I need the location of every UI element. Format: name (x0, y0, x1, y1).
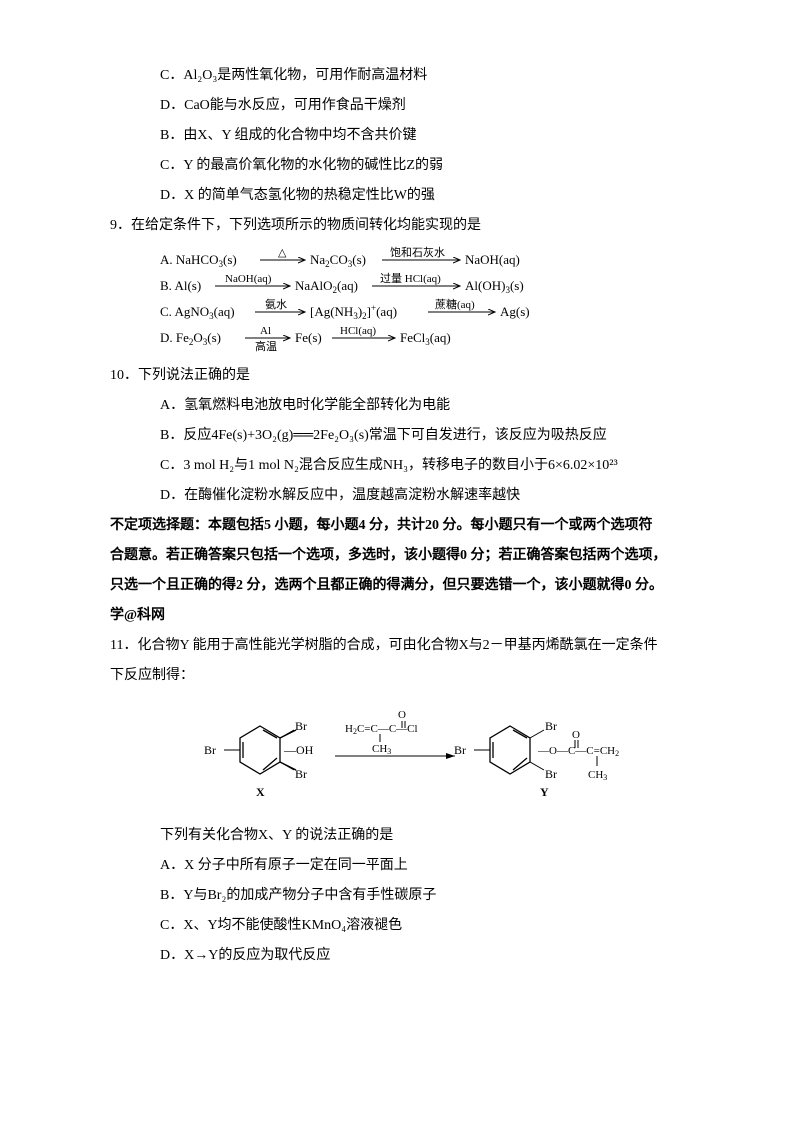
svg-text:Br: Br (545, 719, 557, 733)
svg-text:△: △ (278, 247, 287, 259)
option-d-2: D．X 的简单气态氢化物的热稳定性比W的强 (110, 182, 703, 210)
svg-text:NaOH(aq): NaOH(aq) (465, 252, 520, 267)
svg-text:Br: Br (545, 767, 557, 781)
instructions-4: 学@科网 (110, 602, 703, 630)
q11-b: B．Y与Br₂的加成产物分子中含有手性碳原子 (110, 882, 703, 910)
q11-a: A．X 分子中所有原子一定在同一平面上 (110, 852, 703, 880)
svg-text:氨水: 氨水 (265, 298, 287, 311)
svg-text:饱和石灰水: 饱和石灰水 (390, 246, 445, 259)
svg-text:NaAlO2(aq): NaAlO2(aq) (295, 278, 358, 295)
svg-text:FeCl3(aq): FeCl3(aq) (400, 330, 451, 347)
q9-stem: 9．在给定条件下，下列选项所示的物质间转化均能实现的是 (110, 212, 703, 240)
option-c-2: C．Y 的最高价氧化物的水化物的碱性比Z的弱 (110, 152, 703, 180)
svg-text:CH3: CH3 (588, 769, 607, 782)
q10-a: A．氢氧燃料电池放电时化学能全部转化为电能 (110, 392, 703, 420)
option-c-1: C．Al₂O₃是两性氧化物，可用作耐高温材料 (110, 62, 703, 90)
q9-reactions: A. NaHCO3(s) △ Na2CO3(s) 饱和石灰水 NaOH(aq) … (160, 246, 703, 356)
instructions-1: 不定项选择题：本题包括5 小题，每小题4 分，共计20 分。每小题只有一个或两个… (110, 512, 703, 540)
svg-text:过量 HCl(aq): 过量 HCl(aq) (380, 272, 441, 285)
svg-text:Br: Br (204, 743, 216, 757)
q11-c: C．X、Y均不能使酸性KMnO₄溶液褪色 (110, 912, 703, 940)
svg-text:Br: Br (295, 767, 307, 781)
svg-text:CH3: CH3 (372, 743, 391, 756)
svg-text:C. AgNO3(aq): C. AgNO3(aq) (160, 304, 235, 321)
svg-text:D. Fe2O3(s): D. Fe2O3(s) (160, 330, 221, 347)
q10-d: D．在酶催化淀粉水解反应中，温度越高淀粉水解速率越快 (110, 482, 703, 510)
svg-text:高温: 高温 (255, 339, 277, 353)
q11-stem2: 下反应制得： (110, 662, 703, 690)
instructions-2: 合题意。若正确答案只包括一个选项，多选时，该小题得0 分；若正确答案包括两个选项… (110, 542, 703, 570)
svg-text:H2C=C—C—Cl: H2C=C—C—Cl (345, 723, 418, 736)
svg-text:Y: Y (540, 785, 549, 799)
svg-text:[Ag(NH3)2]+(aq): [Ag(NH3)2]+(aq) (310, 303, 397, 321)
svg-text:蔗糖(aq): 蔗糖(aq) (435, 297, 475, 311)
svg-text:HCl(aq): HCl(aq) (340, 325, 376, 337)
q11-d: D．X→Y的反应为取代反应 (110, 942, 703, 970)
q10-b: B．反应4Fe(s)+3O₂(g)══2Fe₂O₃(s)常温下可自发进行，该反应… (110, 422, 703, 450)
svg-text:Na2CO3(s): Na2CO3(s) (310, 252, 366, 269)
svg-text:Br: Br (454, 743, 466, 757)
q11-structure: Br Br Br —OH X H2C=C—C—Cl O CH3 Br Br Br… (200, 696, 703, 816)
q11-stem1: 11．化合物Y 能用于高性能光学树脂的合成，可由化合物X与2－甲基丙烯酰氯在一定… (110, 632, 703, 660)
q11-post: 下列有关化合物X、Y 的说法正确的是 (110, 822, 703, 850)
option-d-1: D．CaO能与水反应，可用作食品干燥剂 (110, 92, 703, 120)
svg-text:X: X (256, 785, 265, 799)
svg-text:Br: Br (295, 719, 307, 733)
svg-text:NaOH(aq): NaOH(aq) (225, 273, 272, 285)
svg-text:B. Al(s): B. Al(s) (160, 278, 201, 293)
q10-c: C．3 mol H₂与1 mol N₂混合反应生成NH₃，转移电子的数目小于6×… (110, 452, 703, 480)
svg-text:O: O (572, 729, 580, 741)
svg-text:—OH: —OH (283, 743, 314, 757)
svg-text:O: O (398, 709, 406, 721)
instructions-3: 只选一个且正确的得2 分，选两个且都正确的得满分，但只要选错一个，该小题就得0 … (110, 572, 703, 600)
svg-text:Al(OH)3(s): Al(OH)3(s) (465, 278, 524, 295)
q10-stem: 10．下列说法正确的是 (110, 362, 703, 390)
svg-text:A. NaHCO3(s): A. NaHCO3(s) (160, 252, 237, 269)
option-b-2: B．由X、Y 组成的化合物中均不含共价键 (110, 122, 703, 150)
svg-text:Al: Al (260, 325, 271, 337)
svg-text:Ag(s): Ag(s) (500, 304, 530, 319)
svg-text:Fe(s): Fe(s) (295, 330, 322, 345)
